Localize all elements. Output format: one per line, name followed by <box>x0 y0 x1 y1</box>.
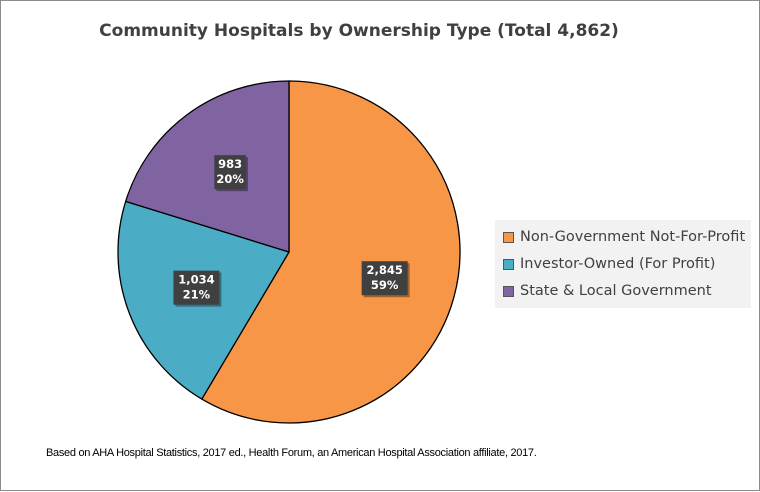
legend-item-non-government: Non-Government Not-For-Profit <box>503 227 745 247</box>
data-label-value: 983 <box>218 157 242 171</box>
pie-slice-non-government-not-for-profit <box>201 80 461 424</box>
legend-item-state-local: State & Local Government <box>503 281 712 301</box>
chart-title: Community Hospitals by Ownership Type (T… <box>99 21 619 41</box>
data-label-value: 1,034 <box>178 273 214 287</box>
data-label-percent: 59% <box>371 278 399 292</box>
legend-swatch <box>503 231 514 243</box>
legend: Non-Government Not-For-Profit Investor-O… <box>495 220 751 308</box>
data-label-percent: 21% <box>183 288 211 302</box>
source-note: Based on AHA Hospital Statistics, 2017 e… <box>46 447 537 459</box>
legend-label: Investor-Owned (For Profit) <box>520 256 716 272</box>
data-label-percent: 20% <box>216 172 244 186</box>
pie-slice-state-local-government <box>125 80 290 253</box>
legend-swatch <box>503 285 514 297</box>
legend-item-investor-owned: Investor-Owned (For Profit) <box>503 254 715 274</box>
legend-label: State & Local Government <box>520 283 712 299</box>
legend-label: Non-Government Not-For-Profit <box>520 229 746 245</box>
legend-swatch <box>503 258 514 270</box>
data-label-value: 2,845 <box>366 263 402 277</box>
